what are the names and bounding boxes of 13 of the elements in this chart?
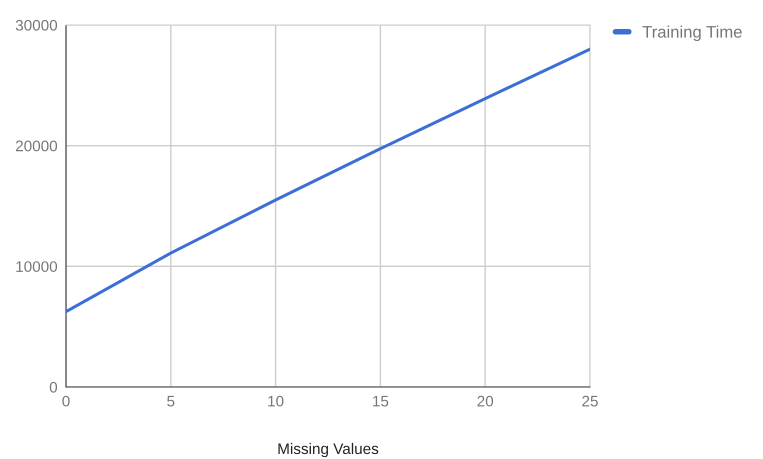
y-tick-label: 10000 bbox=[16, 261, 58, 272]
x-tick-label: 20 bbox=[477, 396, 494, 407]
x-tick-label: 10 bbox=[268, 396, 284, 407]
x-axis-title: Missing Values bbox=[278, 442, 378, 458]
x-tick-label: 0 bbox=[62, 396, 70, 407]
legend-label: Training Time bbox=[642, 26, 742, 42]
line-series bbox=[66, 48, 590, 314]
y-tick-label: 30000 bbox=[16, 20, 58, 31]
x-tick-label: 15 bbox=[373, 396, 388, 407]
x-tick-label: 5 bbox=[167, 396, 174, 407]
y-tick-label: 20000 bbox=[16, 140, 58, 152]
x-tick-label: 25 bbox=[582, 396, 598, 407]
y-tick-label: 0 bbox=[50, 382, 58, 393]
